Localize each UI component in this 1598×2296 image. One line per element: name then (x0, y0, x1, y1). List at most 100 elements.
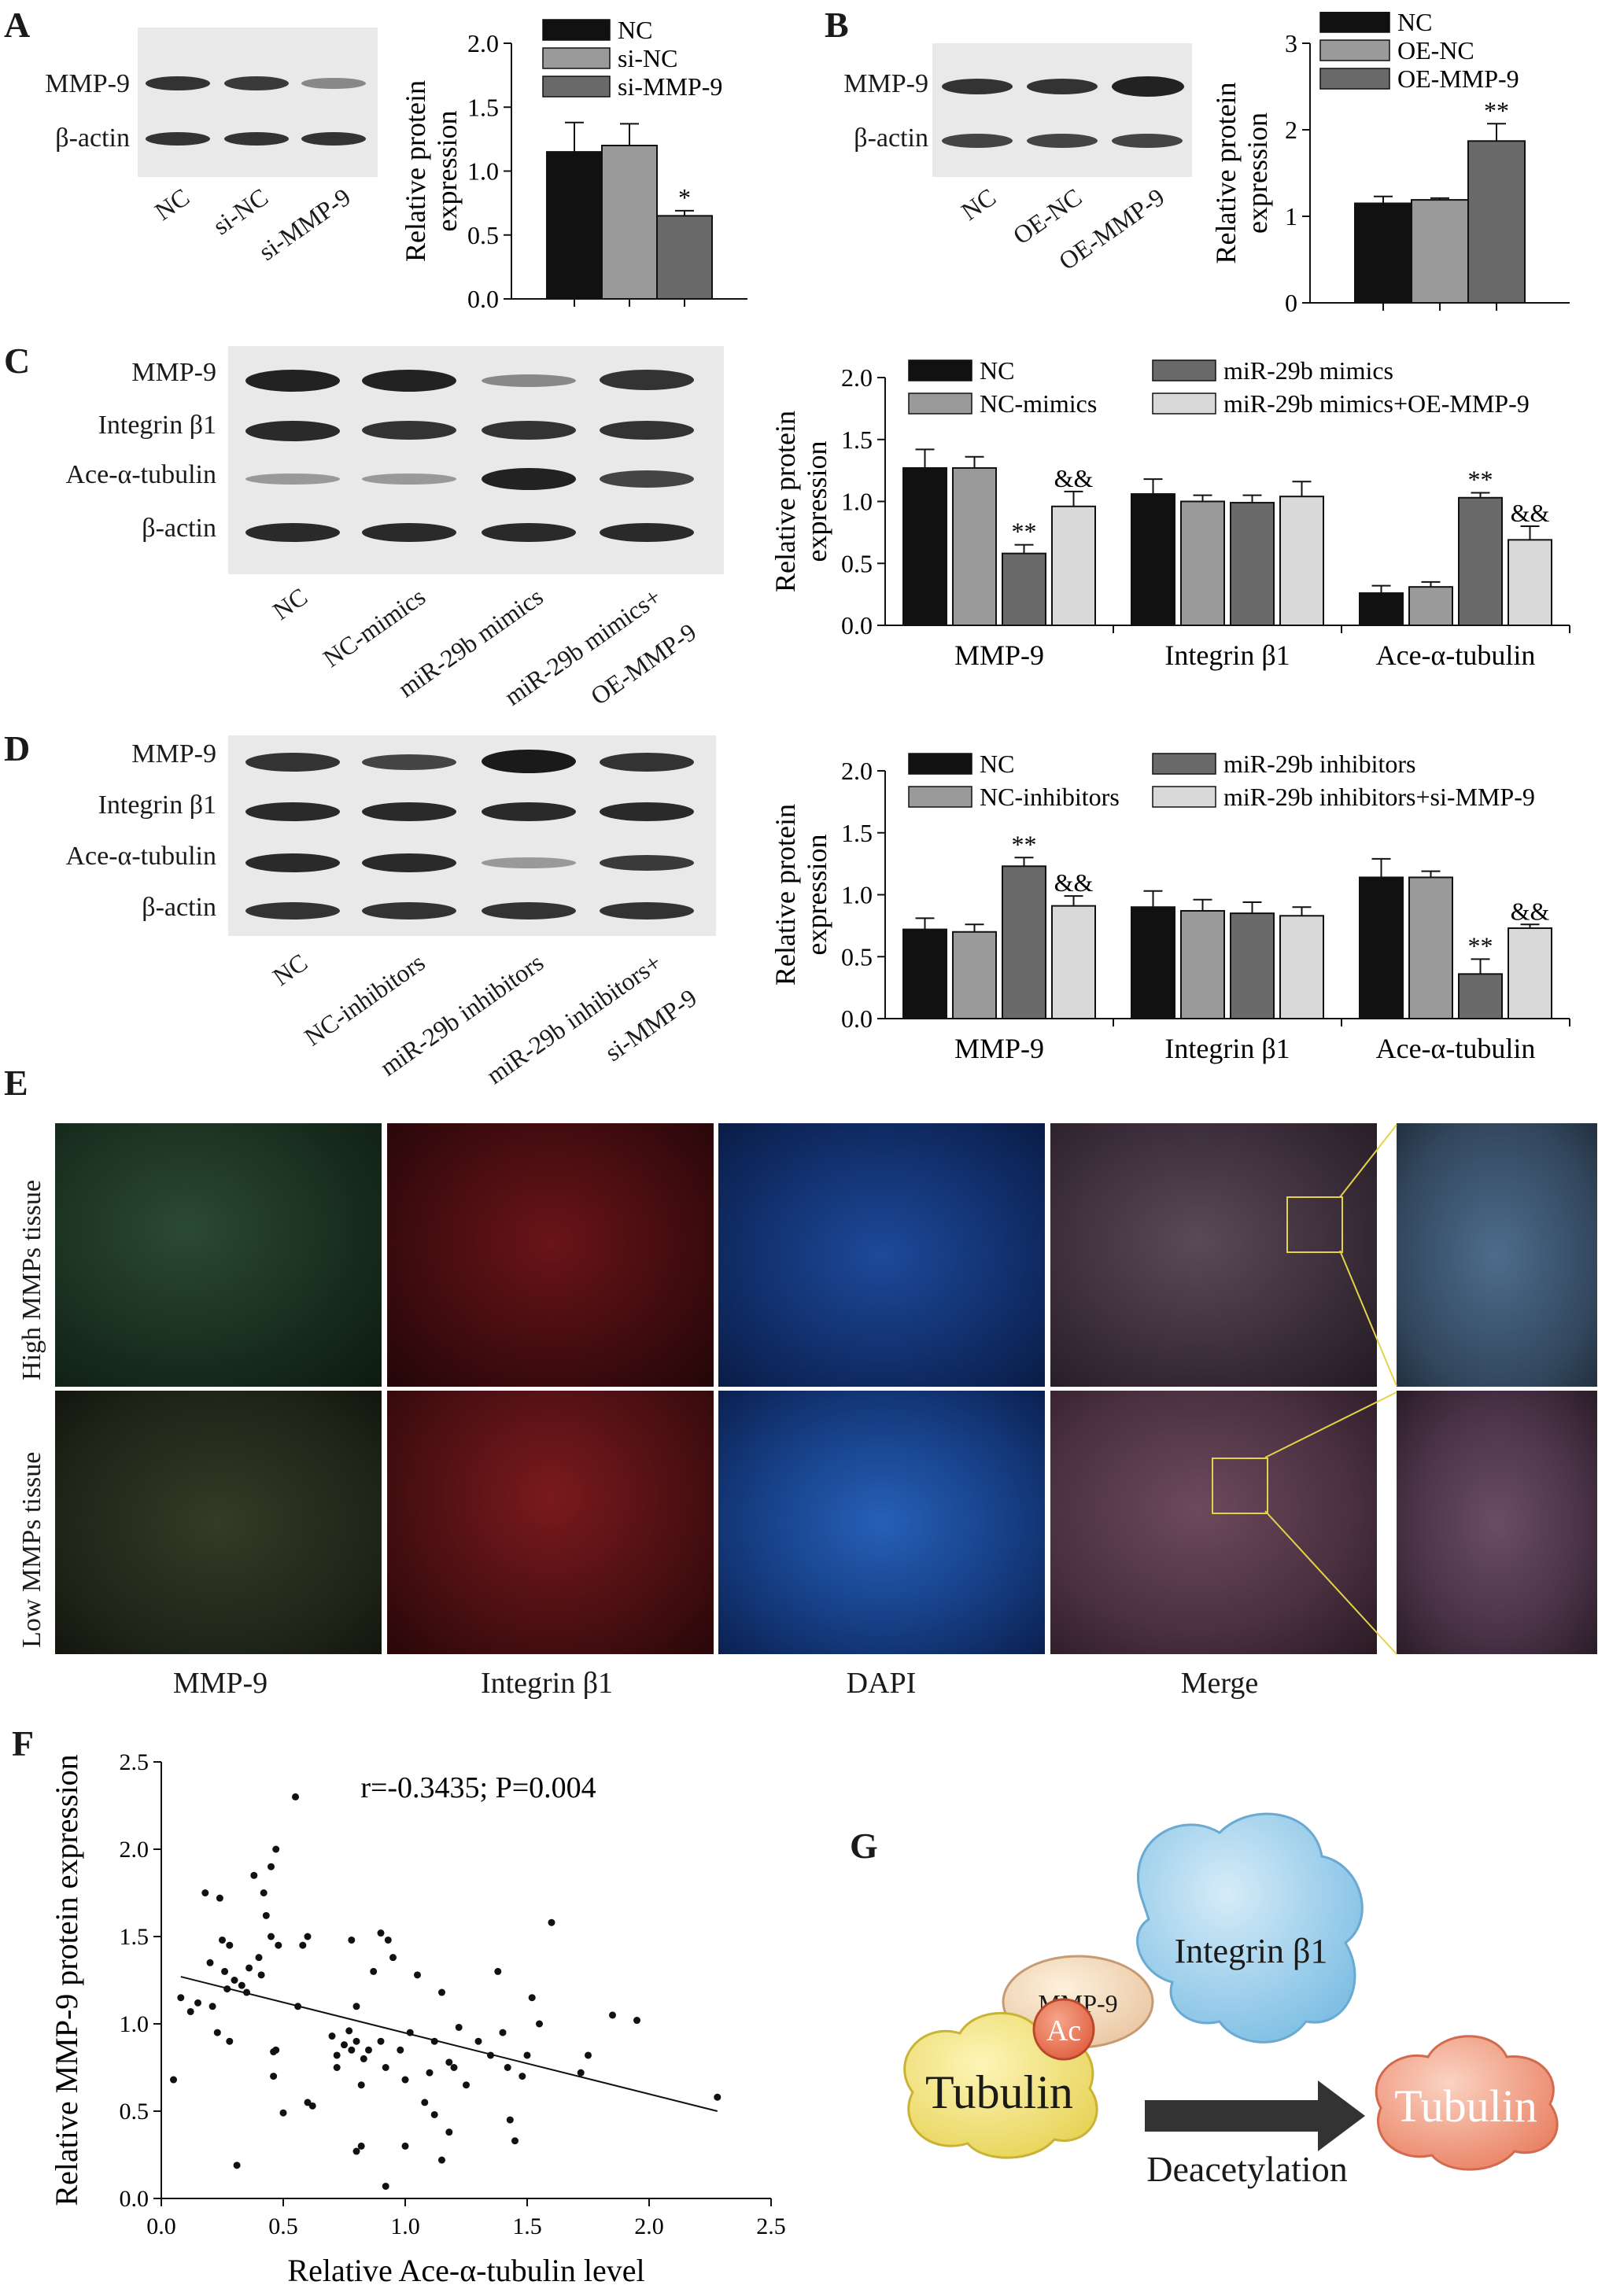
bar (1458, 496, 1503, 626)
scatter-point (333, 2064, 341, 2071)
scatter-point (370, 1967, 378, 1975)
significance-mark: && (1511, 897, 1550, 925)
legend-swatch (1152, 786, 1216, 808)
legend-swatch (542, 47, 611, 69)
scatter-point (292, 1793, 299, 1800)
scatter-point (357, 2142, 365, 2150)
scatter-point (445, 2128, 453, 2136)
scatter-point (365, 2046, 372, 2054)
scatter-point (463, 2081, 470, 2089)
y-tick-label: 2 (1285, 116, 1297, 144)
western-blot-b (932, 43, 1192, 177)
scatter-point (494, 1967, 502, 1975)
scatter-point (209, 2003, 216, 2010)
micrograph-high-dapi (718, 1123, 1045, 1387)
blot-row-label: Integrin β1 (98, 791, 216, 820)
x-tick-label: 0.0 (146, 2213, 176, 2239)
bar (1279, 915, 1324, 1019)
blot-band (600, 523, 694, 542)
blot-band (362, 370, 456, 392)
scatter-point (523, 2051, 531, 2059)
scatter-point (585, 2051, 592, 2059)
scatter-point (201, 1889, 209, 1896)
y-tick-label: 0.5 (120, 2099, 149, 2125)
scatter-point (260, 1889, 268, 1896)
blot-band (245, 802, 340, 821)
blot-band (482, 750, 576, 773)
bar-chart-c: 0.0 0.5 1.0 1.5 2.0 Relative proteinexpressio… (769, 356, 1570, 671)
y-tick-label: 2.0 (841, 363, 873, 392)
scatter-point (536, 2020, 543, 2028)
micrograph-low-merge (1050, 1391, 1377, 1654)
blot-band (600, 370, 694, 390)
scatter-point (401, 2142, 409, 2150)
blot-band (600, 421, 694, 440)
y-tick-label: 1.0 (841, 881, 873, 909)
micrograph-low-dapi (718, 1391, 1045, 1654)
scatter-point (511, 2137, 519, 2145)
y-tick-label: 3 (1285, 29, 1297, 57)
scatter-point (528, 1994, 536, 2002)
bar (1180, 500, 1225, 626)
y-axis-label: Relative proteinexpression (1210, 83, 1273, 264)
bar (1002, 865, 1046, 1019)
panel-letter-g: G (850, 1826, 878, 1866)
scatter-plot-f: 0.0 0.5 1.0 1.5 2.0 2.5 0.0 0.5 1.0 1.5 2.0 2.5 Rela… (49, 1749, 786, 2288)
micrograph-high-mmp9 (55, 1123, 382, 1387)
scatter-point (219, 1936, 226, 1944)
bar (1230, 912, 1275, 1019)
y-tick-label: 1.5 (467, 93, 499, 121)
y-tick-label: 0.0 (841, 1004, 873, 1033)
scatter-point (268, 1933, 275, 1940)
blot-row-label: β-actin (854, 123, 928, 153)
blot-band (362, 421, 456, 440)
micrograph-low-integrin (387, 1391, 714, 1654)
scatter-point (474, 2037, 482, 2045)
western-blot-d (228, 735, 716, 936)
blot-row-label: MMP-9 (843, 69, 928, 98)
blot-row-label: Integrin β1 (98, 411, 216, 440)
bar (902, 928, 947, 1020)
scatter-point (445, 2058, 453, 2066)
y-tick-label: 2.0 (841, 757, 873, 785)
x-category-label: Integrin β1 (1164, 639, 1290, 671)
y-tick-label: 2.0 (467, 29, 499, 57)
blot-band (362, 523, 456, 542)
scatter-point (345, 2027, 353, 2035)
panel-letter-d: D (4, 728, 31, 768)
blot-band (245, 421, 340, 441)
legend-label: si-NC (618, 44, 677, 72)
bar (1359, 592, 1404, 626)
scatter-point (226, 1941, 234, 1949)
legend-swatch (1152, 392, 1216, 415)
blot-band (482, 802, 576, 821)
scatter-point (194, 1999, 201, 2007)
legend-label: miR-29b inhibitors (1223, 750, 1415, 778)
scatter-point (341, 2041, 348, 2049)
significance-mark: && (1054, 464, 1094, 492)
scatter-point (255, 1954, 263, 1962)
blot-row-label: β-actin (55, 123, 130, 153)
bar (952, 931, 997, 1019)
legend-swatch (1319, 39, 1390, 61)
scatter-point (450, 2064, 458, 2071)
x-category-label: Ace-α-tubulin (1376, 639, 1536, 671)
bar (1508, 927, 1552, 1019)
scatter-point (401, 2076, 409, 2084)
scatter-point (348, 1936, 356, 1944)
legend-swatch (1152, 753, 1216, 775)
y-tick-label: 0 (1285, 289, 1297, 317)
mechanism-diagram-g: Integrin β1 MMP-9 Tubulin Ac Deacetylati… (903, 1812, 1559, 2189)
scatter-point (414, 1971, 421, 1979)
scatter-point (377, 2037, 385, 2045)
scatter-point (499, 2029, 507, 2036)
blot-band (942, 79, 1013, 94)
bar (1279, 496, 1324, 626)
blot-band (600, 802, 694, 821)
blot-band (600, 855, 694, 871)
micrograph-high-integrin (387, 1123, 714, 1387)
y-tick-label: 1.5 (841, 819, 873, 847)
bar-chart-b: 0 1 2 3 Relative proteinexpression ** NCOE-NCO… (1210, 12, 1570, 317)
scatter-point (216, 1894, 223, 1902)
legend-swatch (908, 359, 972, 381)
